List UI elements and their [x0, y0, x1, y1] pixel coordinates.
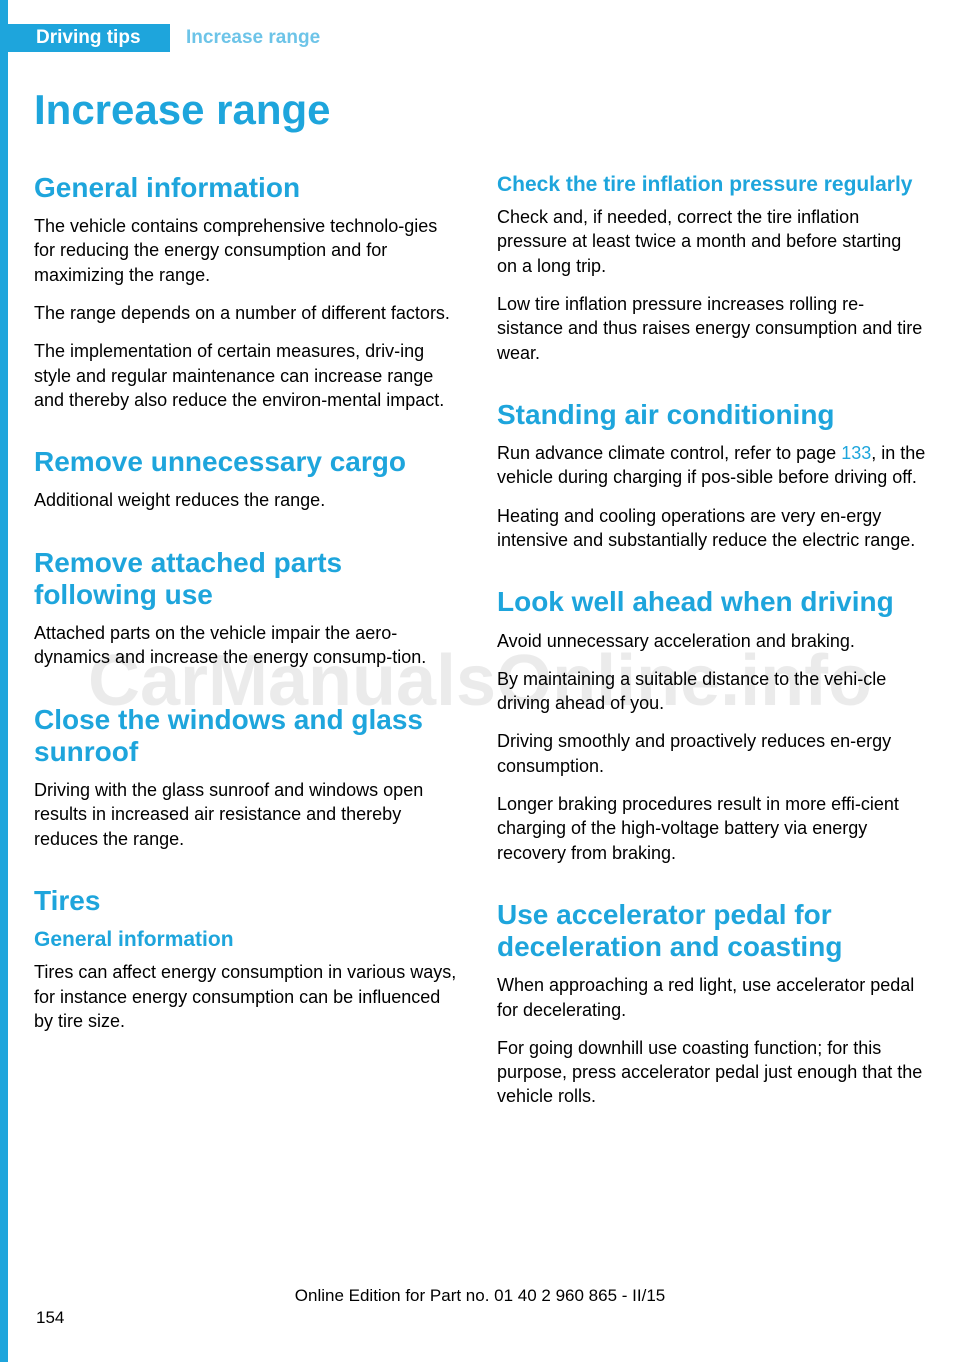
section-close-windows: Close the windows and glass sunroof Driv… — [34, 704, 463, 851]
para: Longer braking procedures result in more… — [497, 792, 926, 865]
section-look-ahead: Look well ahead when driving Avoid unnec… — [497, 586, 926, 865]
heading-tires: Tires — [34, 885, 463, 917]
section-remove-parts: Remove attached parts following use Atta… — [34, 547, 463, 670]
heading-look-ahead: Look well ahead when driving — [497, 586, 926, 618]
para: The range depends on a number of differe… — [34, 301, 463, 325]
para: Run advance climate control, refer to pa… — [497, 441, 926, 490]
para: Check and, if needed, correct the tire i… — [497, 205, 926, 278]
page-link-133[interactable]: 133 — [841, 443, 871, 463]
para: Low tire inflation pressure increases ro… — [497, 292, 926, 365]
para: Avoid unnecessary acceleration and braki… — [497, 629, 926, 653]
header-section-label: Driving tips — [36, 27, 141, 49]
section-standing-ac: Standing air conditioning Run advance cl… — [497, 399, 926, 552]
para: Attached parts on the vehicle impair the… — [34, 621, 463, 670]
para: The vehicle contains comprehensive techn… — [34, 214, 463, 287]
para: Heating and cooling operations are very … — [497, 504, 926, 553]
para: By maintaining a suitable distance to th… — [497, 667, 926, 716]
header-chapter-label: Increase range — [186, 27, 320, 49]
page-number: 154 — [36, 1308, 64, 1328]
section-tires: Tires General information Tires can affe… — [34, 885, 463, 1033]
para: Driving with the glass sunroof and windo… — [34, 778, 463, 851]
section-remove-cargo: Remove unnecessary cargo Additional weig… — [34, 446, 463, 512]
left-column: General information The vehicle contains… — [34, 172, 463, 1143]
heading-standing-ac: Standing air conditioning — [497, 399, 926, 431]
heading-general-info: General information — [34, 172, 463, 204]
para-span: Run advance climate control, refer to pa… — [497, 443, 841, 463]
para: When approaching a red light, use accele… — [497, 973, 926, 1022]
heading-remove-cargo: Remove unnecessary cargo — [34, 446, 463, 478]
two-column-layout: General information The vehicle contains… — [34, 172, 926, 1143]
para: For going downhill use coasting function… — [497, 1036, 926, 1109]
para: Additional weight reduces the range. — [34, 488, 463, 512]
right-column: Check the tire inflation pressure regula… — [497, 172, 926, 1143]
para: Driving smoothly and proactively reduces… — [497, 729, 926, 778]
subheading-check-tire: Check the tire inflation pressure regula… — [497, 172, 926, 197]
para: The implementation of certain measures, … — [34, 339, 463, 412]
heading-accelerator: Use accelerator pedal for deceleration a… — [497, 899, 926, 963]
para: Tires can affect energy consumption in v… — [34, 960, 463, 1033]
left-edge-bar — [0, 0, 8, 1362]
page-content: Increase range General information The v… — [34, 86, 926, 1282]
page-title: Increase range — [34, 86, 926, 134]
heading-close-windows: Close the windows and glass sunroof — [34, 704, 463, 768]
section-general-info: General information The vehicle contains… — [34, 172, 463, 412]
subheading-tires-general: General information — [34, 927, 463, 952]
footer-edition-info: Online Edition for Part no. 01 40 2 960 … — [0, 1286, 960, 1306]
heading-remove-parts: Remove attached parts following use — [34, 547, 463, 611]
section-check-tire: Check the tire inflation pressure regula… — [497, 172, 926, 365]
section-accelerator: Use accelerator pedal for deceleration a… — [497, 899, 926, 1109]
